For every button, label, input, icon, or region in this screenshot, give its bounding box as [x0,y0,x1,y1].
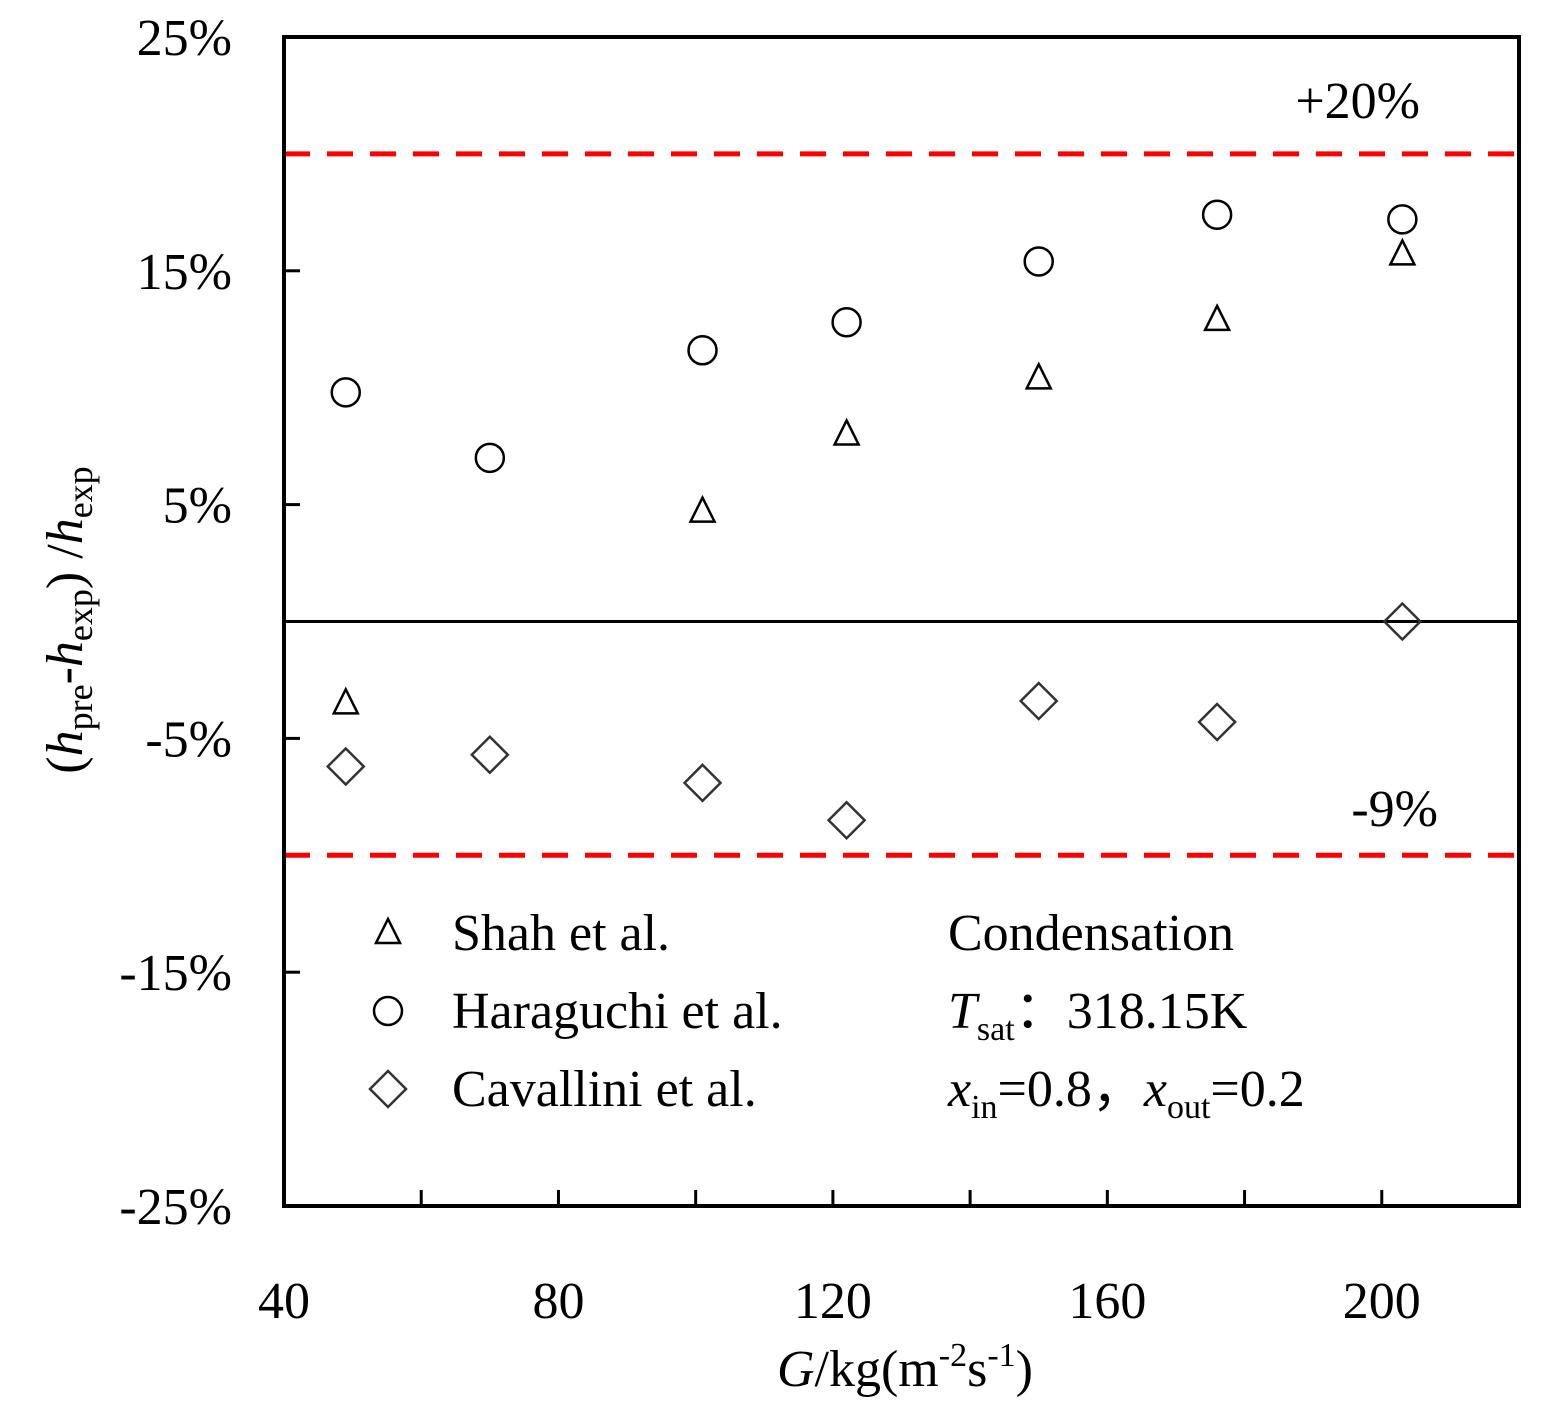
legend-label-shah: Shah et al. [452,905,670,962]
x-tick-label: 160 [1068,1273,1146,1330]
legend-triangle-symbol [373,916,403,945]
y-tick-label: 25% [137,10,232,67]
condition-tsat: Tsat：318.15K [948,983,1248,1048]
x-axis-title: G/kg(m-2s-1) [777,1337,1033,1398]
circle-point [330,377,361,408]
reference-line-label: +20% [1295,73,1420,130]
condition-quality: xin=0.8，xout=0.2 [947,1061,1305,1126]
legend-marker-circle [372,995,404,1027]
circle-point [831,306,862,338]
diamond-point [826,800,867,840]
triangle-point [1203,303,1232,332]
y-tick-label: 5% [163,478,232,535]
circle-point [1387,204,1418,235]
condition-mode: Condensation [948,905,1234,962]
x-tick-label: 120 [794,1273,872,1330]
y-tick-label: -25% [119,1179,232,1236]
legend-circle-symbol [372,995,404,1027]
legend: Shah et al. Haraguchi et al. Cavallini e… [368,905,783,1118]
legend-label-haraguchi: Haraguchi et al. [452,983,783,1040]
x-tick-label: 40 [258,1273,310,1330]
triangle-point [331,686,360,715]
diamond-point [470,734,510,775]
legend-marker-diamond [368,1069,408,1109]
x-tick-label: 80 [532,1273,584,1330]
diamond-point [682,763,723,803]
triangle-point [688,494,717,523]
diamond-point [325,746,366,787]
legend-label-cavallini: Cavallini et al. [452,1061,757,1118]
y-tick-label: -15% [119,945,232,1002]
conditions-block: Condensation Tsat：318.15K xin=0.8，xout=0… [947,905,1305,1126]
y-tick-label: -5% [145,711,232,768]
legend-diamond-symbol [368,1069,408,1109]
x-tick-group: 40 80 120 160 200 [258,1190,1421,1330]
y-tick-label: 15% [137,244,232,301]
marker-group [325,199,1423,840]
plot-frame [282,35,1521,1208]
diamond-point [1197,702,1237,742]
circle-point [687,335,718,366]
triangle-point [832,417,861,446]
y-axis-title: (hpre-hexp) /hexp [37,466,100,773]
x-tick-label: 200 [1343,1273,1421,1330]
diamond-point [1382,601,1423,642]
legend-marker-triangle [373,916,403,945]
reference-line-label: -9% [1351,781,1438,838]
diamond-point [1018,681,1059,721]
triangle-point [1024,361,1053,390]
y-tick-group: 25% 15% 5% -5% -15% -25% [119,10,300,1236]
reference-line-group: +20% -9% [284,73,1519,858]
circle-point [1201,199,1233,230]
circle-point [474,442,506,474]
circle-point [1023,246,1054,277]
triangle-point [1388,237,1417,266]
